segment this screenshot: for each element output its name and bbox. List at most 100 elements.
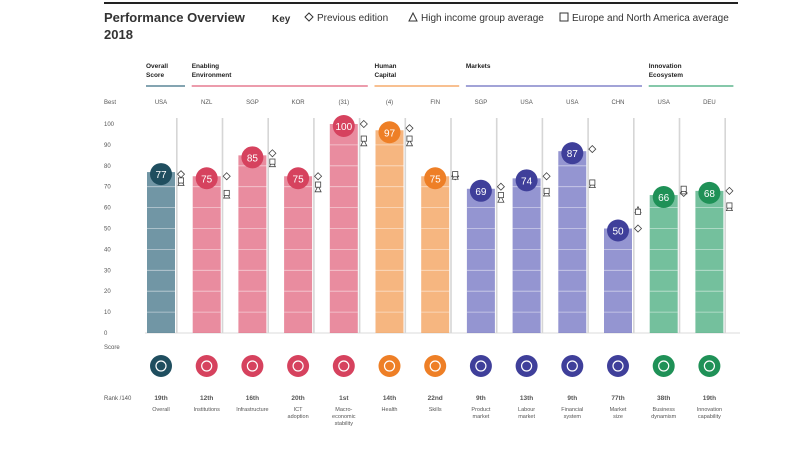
group-label: Enabling — [192, 63, 219, 70]
score-bar — [238, 155, 267, 333]
rank-label: 13th — [520, 395, 533, 402]
rank-label: 14th — [383, 395, 396, 402]
category-label: economic — [332, 414, 356, 420]
score-circle — [378, 121, 401, 144]
europe-na-marker — [680, 185, 687, 192]
icon-glyph — [612, 360, 624, 372]
category-label: Market — [610, 407, 627, 413]
guide-rail — [724, 118, 726, 333]
previous-edition-marker — [496, 182, 505, 191]
y-tick-label: 100 — [104, 122, 115, 128]
score-value: 68 — [704, 189, 716, 200]
high-income-marker — [360, 138, 368, 147]
category-label: Innovation — [697, 407, 722, 413]
icon-glyph — [201, 360, 213, 372]
best-country-label: USA — [155, 100, 167, 106]
score-value: 74 — [521, 176, 533, 187]
score-circle — [150, 163, 172, 186]
category-column: FIN 75 22nd Skills — [421, 100, 460, 413]
bulb-icon — [698, 355, 721, 377]
y-tick-label: 10 — [104, 310, 111, 316]
category-label: capability — [698, 414, 721, 420]
group-headers: Overall Score Enabling Environment Human Capi… — [146, 63, 734, 87]
category-label: Overall — [152, 407, 169, 413]
y-tick-label: 50 — [104, 227, 111, 233]
category-column: USA 77 19th Overall — [147, 100, 186, 413]
rank-label: 9th — [476, 395, 486, 402]
score-value: 85 — [247, 153, 259, 164]
group-label: Environment — [192, 72, 233, 79]
score-value: 69 — [475, 187, 487, 198]
high-income-marker — [314, 184, 322, 193]
score-value: 87 — [567, 149, 579, 160]
category-label: market — [518, 414, 535, 420]
y-tick-label: 60 — [104, 206, 111, 212]
legend-key-label: Key — [272, 14, 291, 25]
group-label: Human — [375, 63, 397, 70]
group-label: Capital — [375, 72, 397, 79]
high-income-marker — [497, 195, 505, 203]
score-circle — [287, 167, 310, 190]
best-country-label: SGP — [475, 100, 488, 106]
guide-rail — [176, 118, 178, 333]
best-country-label: USA — [658, 100, 670, 106]
legend-triangle-icon — [408, 11, 418, 22]
rank-label: 9th — [567, 395, 577, 402]
tag-icon — [469, 355, 492, 377]
icon-glyph — [658, 360, 670, 372]
icon-glyph — [520, 360, 533, 372]
score-bar — [466, 188, 495, 333]
score-bar — [192, 176, 221, 333]
y-tick-label: 20 — [104, 289, 111, 295]
group-label: Innovation — [649, 63, 682, 70]
category-label: Financial — [561, 407, 583, 413]
score-bar — [558, 151, 587, 333]
y-tick-label: 0 — [104, 331, 108, 337]
score-value: 66 — [658, 193, 670, 204]
y-tick-label: 90 — [104, 143, 111, 149]
rank-label: 19th — [154, 395, 167, 402]
category-label: stability — [335, 421, 354, 427]
category-label: Business — [653, 407, 676, 413]
page-year: 2018 — [104, 27, 133, 42]
europe-na-marker — [635, 208, 642, 215]
score-value: 75 — [293, 174, 305, 185]
bars: USA 77 19th Overall NZL 75 12th Institutions SGP… — [147, 100, 734, 427]
score-bar — [421, 176, 450, 333]
previous-edition-marker — [633, 224, 643, 233]
group-label: Overall — [146, 63, 168, 70]
category-label: Health — [382, 407, 398, 413]
category-label: Labour — [518, 407, 535, 413]
institution-icon — [195, 355, 218, 377]
europe-na-marker — [726, 202, 733, 209]
previous-edition-marker — [588, 145, 597, 154]
person-icon — [424, 355, 447, 377]
score-value: 97 — [384, 128, 396, 139]
category-label: size — [613, 414, 623, 420]
guide-rail — [541, 118, 544, 333]
europe-na-marker — [177, 177, 184, 184]
guide-rail — [404, 118, 407, 333]
heart-icon — [378, 355, 401, 377]
category-column: (4) 97 14th Health — [375, 100, 414, 413]
rank-label: 12th — [200, 395, 213, 402]
best-label: Best — [104, 100, 116, 106]
expand-icon — [607, 355, 629, 377]
rank-label: 20th — [291, 395, 304, 402]
best-country-label: USA — [566, 100, 578, 106]
category-label: Macro- — [335, 407, 352, 413]
rank-label: Rank /140 — [104, 396, 132, 402]
guide-rail — [495, 118, 498, 333]
category-label: ICT — [294, 407, 304, 413]
guide-rail — [313, 118, 315, 333]
y-tick-label: 30 — [104, 268, 111, 274]
high-income-marker — [405, 138, 414, 147]
category-label: dynamism — [651, 414, 676, 420]
chip-icon — [287, 355, 310, 377]
category-label: system — [564, 414, 582, 420]
